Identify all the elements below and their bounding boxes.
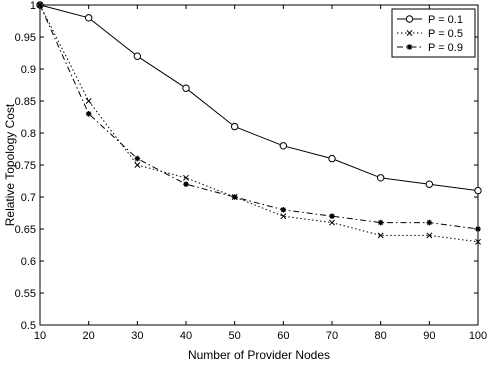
data-point: [426, 219, 433, 226]
data-point: [182, 84, 190, 92]
data-point: [84, 14, 93, 22]
series-3: [37, 2, 481, 232]
legend-entry: P = 0.9: [397, 42, 463, 54]
data-point: [183, 181, 189, 187]
data-point: [474, 186, 482, 195]
y-axis-title: Relative Topology Cost: [3, 103, 17, 226]
x-tick-label: 80: [375, 330, 387, 342]
y-tick-label: 0.5: [21, 320, 36, 332]
series-1: [36, 1, 482, 195]
x-tick-label: 50: [229, 330, 241, 342]
series-layer: [36, 1, 482, 245]
series-line: [39, 4, 479, 243]
data-point: [280, 207, 287, 213]
legend-entry: P = 0.5: [397, 28, 463, 40]
x-tick-label: 100: [469, 330, 487, 342]
axes-layer: 10 20 30 40 50 60 70 80 90 100 0.5 0.55 0.6 0.65 0.7 0.…: [15, 0, 488, 342]
data-point: [231, 194, 238, 200]
plot-frame: [39, 4, 479, 326]
legend-label: P = 0.5: [428, 28, 463, 40]
plot-area: [39, 4, 479, 326]
data-point: [426, 232, 433, 239]
legend-entry: P = 0.1: [397, 14, 463, 26]
x-tick-label: 90: [423, 330, 435, 342]
data-point: [425, 180, 434, 188]
data-point: [279, 142, 288, 150]
y-tick-label: 1: [30, 0, 36, 12]
data-point: [377, 232, 384, 239]
data-point: [329, 219, 335, 226]
data-point: [329, 213, 335, 219]
legend-marker: [406, 30, 413, 36]
y-tick-label: 0.85: [15, 96, 36, 108]
data-point: [85, 111, 92, 117]
x-tick-label: 10: [34, 330, 46, 342]
y-tick-label: 0.9: [21, 64, 36, 76]
y-tick-label: 0.95: [15, 32, 36, 44]
x-axis-title: Number of Provider Nodes: [188, 348, 330, 362]
data-point: [183, 174, 189, 181]
data-point: [328, 154, 336, 163]
y-tick-label: 0.7: [21, 192, 36, 204]
x-tick-label: 70: [326, 330, 338, 342]
legend: P = 0.1 P = 0.5 P = 0.9: [391, 8, 476, 58]
data-point: [133, 52, 142, 60]
x-tick-label: 60: [277, 330, 289, 342]
data-point: [85, 98, 92, 104]
legend-marker: [406, 44, 413, 50]
legend-label: P = 0.1: [428, 14, 463, 26]
x-tick-label: 40: [180, 330, 192, 342]
data-point: [377, 219, 384, 226]
y-tick-label: 0.75: [15, 160, 36, 172]
series-line: [39, 4, 479, 230]
data-point: [475, 238, 481, 245]
data-point: [230, 122, 239, 131]
data-point: [376, 174, 385, 182]
data-point: [134, 155, 141, 162]
legend-label: P = 0.9: [428, 42, 463, 54]
series-line: [39, 4, 479, 192]
y-tick-label: 0.55: [15, 288, 36, 300]
y-tick-label: 0.6: [21, 256, 36, 268]
data-point: [280, 213, 287, 220]
data-point: [134, 162, 141, 168]
y-tick-label: 0.8: [21, 128, 36, 140]
x-tick-label: 20: [83, 330, 95, 342]
x-tick-label: 30: [131, 330, 143, 342]
legend-marker: [405, 15, 414, 23]
y-tick-label: 0.65: [15, 224, 36, 236]
